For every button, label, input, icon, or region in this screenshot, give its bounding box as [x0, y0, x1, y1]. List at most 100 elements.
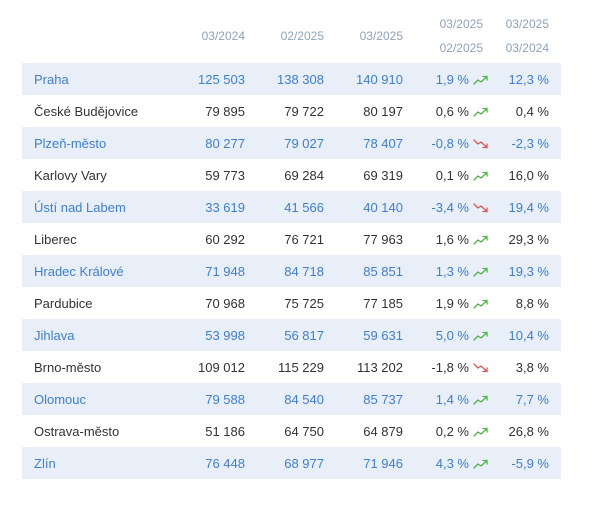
region-name-cell-text: Liberec: [34, 231, 77, 247]
month-change-cell-text: 5,0 %: [435, 327, 469, 343]
value-02-2025-cell-text: 79 722: [284, 103, 324, 119]
value-03-2024-cell: 76 448: [153, 447, 257, 479]
value-03-2025-cell-text: 85 851: [363, 263, 403, 279]
value-02-2025-cell: 79 722: [257, 95, 336, 127]
year-change-cell: 16,0 %: [495, 159, 561, 191]
trend-up-icon: [473, 299, 488, 309]
year-change-cell: -5,9 %: [495, 447, 561, 479]
year-change-cell: 26,8 %: [495, 415, 561, 447]
header-col-3: 03/2025: [336, 8, 415, 63]
value-03-2024-cell-text: 109 012: [198, 359, 245, 375]
table-row: Plzeň-město 80 277 79 027 78 407 -0,8 % -2,3 …: [22, 127, 561, 159]
year-change-cell-text: 19,4 %: [508, 199, 549, 215]
month-change-cell: 5,0 %: [415, 319, 495, 351]
region-name-cell: Ústí nad Labem: [22, 191, 153, 223]
trend-up-icon: [473, 427, 488, 437]
value-03-2024-cell-text: 70 968: [205, 295, 245, 311]
value-03-2025-cell-text: 64 879: [363, 423, 403, 439]
region-name-cell-text: Pardubice: [34, 295, 93, 311]
value-02-2025-cell: 64 750: [257, 415, 336, 447]
value-03-2024-cell-text: 33 619: [205, 199, 245, 215]
table-row: Olomouc 79 588 84 540 85 737 1,4 % 7,7 %: [22, 383, 561, 415]
region-name-cell: Zlín: [22, 447, 153, 479]
month-change-cell-text: 1,3 %: [435, 263, 469, 279]
value-03-2024-cell-text: 59 773: [205, 167, 245, 183]
value-02-2025-cell-text: 69 284: [284, 167, 324, 183]
header-col-5-top: 03/2025: [505, 16, 549, 31]
trend-up-icon: [473, 171, 488, 181]
table-body: Praha 125 503 138 308 140 910 1,9 % 12,3 % Čes…: [22, 63, 561, 479]
value-03-2024-cell-text: 80 277: [205, 135, 245, 151]
table-row: České Budějovice 79 895 79 722 80 197 0,6 % 0…: [22, 95, 561, 127]
year-change-cell-text: 26,8 %: [508, 423, 549, 439]
year-change-cell: 29,3 %: [495, 223, 561, 255]
header-col-4-bottom: 02/2025: [439, 40, 483, 55]
value-02-2025-cell: 69 284: [257, 159, 336, 191]
header-col-5-bottom: 03/2024: [505, 40, 549, 55]
month-change-cell-text: 4,3 %: [435, 455, 469, 471]
value-03-2025-cell: 69 319: [336, 159, 415, 191]
trend-up-icon: [473, 459, 488, 469]
region-name-cell-text: Zlín: [34, 455, 56, 471]
value-03-2024-cell-text: 53 998: [205, 327, 245, 343]
value-03-2024-cell: 51 186: [153, 415, 257, 447]
value-03-2024-cell: 33 619: [153, 191, 257, 223]
year-change-cell-text: 29,3 %: [508, 231, 549, 247]
value-03-2025-cell-text: 71 946: [363, 455, 403, 471]
table-row: Brno-město 109 012 115 229 113 202 -1,8 % 3,8…: [22, 351, 561, 383]
header-col-2: 02/2025: [257, 8, 336, 63]
value-03-2025-cell: 77 185: [336, 287, 415, 319]
region-name-cell: Olomouc: [22, 383, 153, 415]
value-02-2025-cell: 138 308: [257, 63, 336, 95]
table-row: Karlovy Vary 59 773 69 284 69 319 0,1 % 16,0 …: [22, 159, 561, 191]
value-03-2025-cell-text: 113 202: [356, 359, 403, 375]
table-row: Jihlava 53 998 56 817 59 631 5,0 % 10,4 %: [22, 319, 561, 351]
year-change-cell-text: 16,0 %: [508, 167, 549, 183]
table-row: Ústí nad Labem 33 619 41 566 40 140 -3,4 % 19…: [22, 191, 561, 223]
value-03-2024-cell: 53 998: [153, 319, 257, 351]
month-change-cell: 1,9 %: [415, 63, 495, 95]
value-03-2024-cell: 79 895: [153, 95, 257, 127]
month-change-cell: 0,6 %: [415, 95, 495, 127]
value-03-2025-cell-text: 78 407: [363, 135, 403, 151]
value-03-2024-cell-text: 125 503: [198, 71, 245, 87]
year-change-cell: 10,4 %: [495, 319, 561, 351]
trend-up-icon: [473, 235, 488, 245]
month-change-cell: -3,4 %: [415, 191, 495, 223]
value-02-2025-cell-text: 75 725: [284, 295, 324, 311]
month-change-cell-text: 1,9 %: [435, 295, 469, 311]
value-02-2025-cell-text: 76 721: [284, 231, 324, 247]
value-02-2025-cell-text: 41 566: [284, 199, 324, 215]
value-03-2025-cell: 78 407: [336, 127, 415, 159]
month-change-cell-text: -0,8 %: [431, 135, 469, 151]
month-change-cell: 1,4 %: [415, 383, 495, 415]
region-name-cell: České Budějovice: [22, 95, 153, 127]
value-03-2025-cell-text: 85 737: [363, 391, 403, 407]
value-03-2025-cell: 80 197: [336, 95, 415, 127]
month-change-cell: -1,8 %: [415, 351, 495, 383]
trend-down-icon: [473, 362, 488, 372]
value-02-2025-cell: 79 027: [257, 127, 336, 159]
year-change-cell-text: 8,8 %: [515, 295, 549, 311]
region-name-cell-text: Ústí nad Labem: [34, 199, 126, 215]
region-name-cell: Karlovy Vary: [22, 159, 153, 191]
regional-table-container: 03/2024 02/2025 03/2025 03/2025 02/2025 …: [22, 8, 561, 479]
value-03-2025-cell: 113 202: [336, 351, 415, 383]
header-col-4: 03/2025 02/2025: [415, 8, 495, 63]
value-03-2024-cell-text: 51 186: [205, 423, 245, 439]
region-name-cell-text: Plzeň-město: [34, 135, 107, 151]
value-03-2025-cell: 140 910: [336, 63, 415, 95]
month-change-cell: 1,3 %: [415, 255, 495, 287]
value-03-2024-cell: 71 948: [153, 255, 257, 287]
year-change-cell-text: 12,3 %: [508, 71, 549, 87]
trend-down-icon: [473, 138, 488, 148]
region-name-cell: Plzeň-město: [22, 127, 153, 159]
region-name-cell-text: Brno-město: [34, 359, 102, 375]
header-col-2-label: 02/2025: [280, 28, 324, 43]
header-region: [22, 8, 153, 63]
month-change-cell-text: 0,2 %: [435, 423, 469, 439]
year-change-cell: 7,7 %: [495, 383, 561, 415]
trend-up-icon: [473, 267, 488, 277]
region-name-cell-text: České Budějovice: [34, 103, 139, 119]
region-name-cell: Hradec Králové: [22, 255, 153, 287]
